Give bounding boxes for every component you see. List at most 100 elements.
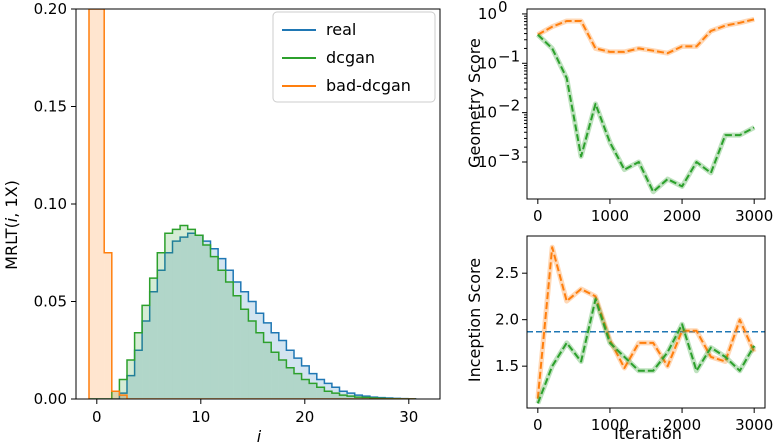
real-bar (134, 350, 143, 399)
series-bad-dcgan (536, 16, 755, 56)
real-bar (202, 241, 211, 399)
series-real (89, 232, 417, 399)
legend-frame (272, 11, 436, 103)
series-bad-dcgan (88, 9, 416, 399)
real-bar (187, 233, 196, 399)
bad-dcgan-band (535, 244, 757, 399)
real-bar (301, 365, 310, 399)
series-dcgan (536, 32, 756, 195)
x-tick-label: 1000 (591, 416, 629, 434)
y-tick-exponent: −1 (498, 47, 520, 65)
x-tick-label: 30 (399, 408, 418, 426)
bad-dcgan-bar (89, 9, 97, 399)
x-tick-label: 0 (92, 408, 102, 426)
dcgan-bar (126, 360, 135, 399)
y-tick-label: 10 (478, 54, 497, 72)
y-tick-label: 0.10 (34, 195, 67, 213)
dcgan-bar (157, 252, 165, 399)
real-bar (256, 313, 264, 399)
dcgan-bar (119, 379, 127, 399)
y-tick-label: 10 (478, 104, 497, 122)
dcgan-bar (293, 373, 302, 399)
bad-dcgan-bar (104, 252, 112, 399)
dcgan-band (535, 296, 757, 405)
series-dcgan (535, 296, 757, 405)
real-bar (142, 321, 150, 399)
dcgan-bar (202, 244, 211, 399)
y-tick-label: 0.00 (34, 390, 67, 408)
dcgan-bar (301, 379, 310, 399)
real-bar (278, 340, 287, 399)
y-tick-label: 10 (478, 5, 497, 23)
real-outline (89, 232, 417, 399)
dcgan-bar (286, 367, 294, 399)
dcgan-bar (248, 321, 257, 399)
histogram-xlabel: i (257, 427, 262, 446)
x-tick-label: 3000 (735, 416, 773, 434)
bad-dcgan-bar (96, 9, 105, 399)
inception-ylabel: Inception Score (465, 258, 484, 382)
geometry-ylabel: Geometry Score (465, 38, 484, 168)
legend: real dcgan bad-dcgan (272, 11, 436, 103)
real-bar (233, 282, 241, 399)
real-bar (180, 237, 188, 399)
dcgan-bar (111, 391, 120, 399)
y-tick-exponent: −2 (498, 97, 520, 115)
dcgan-bar (195, 235, 203, 399)
legend-label-bad-dcgan: bad-dcgan (326, 76, 411, 95)
dcgan-bar (218, 270, 226, 399)
bad-dcgan-bar (111, 391, 120, 399)
plot-frame (526, 8, 766, 200)
real-bar (271, 332, 279, 399)
inception-axes: 0 1000 2000 3000 1.5 2.0 2.5 (495, 235, 773, 434)
real-bar (172, 241, 181, 399)
dcgan-bar (271, 352, 279, 399)
bad-dcgan-outline (88, 9, 416, 399)
real-bar (210, 248, 219, 399)
legend-label-real: real (326, 20, 356, 39)
inception-xlabel: Iteration (614, 424, 682, 443)
real-bar (293, 358, 302, 399)
y-tick-exponent: 0 (498, 0, 508, 16)
real-bar (309, 373, 317, 399)
real-bar (248, 301, 257, 399)
real-bar (240, 291, 249, 399)
dcgan-bar (225, 282, 234, 399)
dcgan-bar (316, 387, 325, 399)
dcgan-bar (354, 397, 363, 399)
x-tick-label: 0 (533, 207, 543, 225)
dcgan-bar (142, 305, 150, 399)
inception-plot (527, 244, 765, 405)
series-dcgan (89, 224, 416, 399)
histogram-chart: 0 10 20 30 0.00 0.05 0.10 0.15 0.20 i MRLT(i, 1X… (2, 0, 441, 446)
dcgan-bar (134, 332, 143, 399)
real-bar (218, 258, 226, 399)
y-tick-label: 2.5 (495, 264, 519, 282)
dcgan-bar (240, 309, 249, 399)
bad-dcgan-line (536, 246, 756, 399)
dcgan-bar (172, 229, 181, 399)
dcgan-bar (164, 233, 173, 399)
dcgan-band (536, 32, 756, 195)
real-bar (316, 379, 325, 399)
inception-score-chart: 0 1000 2000 3000 1.5 2.0 2.5 Inception Score I… (465, 235, 773, 443)
legend-label-dcgan: dcgan (326, 48, 375, 67)
dcgan-outline (89, 224, 416, 399)
series-bad-dcgan (535, 244, 757, 399)
plot-frame (526, 235, 766, 409)
y-tick-label: 0.05 (34, 293, 67, 311)
dcgan-bar (233, 295, 241, 399)
x-tick-label: 10 (191, 408, 210, 426)
dcgan-bar (331, 393, 340, 399)
dcgan-line (536, 298, 756, 404)
dcgan-bar (309, 383, 317, 399)
dcgan-bar (210, 256, 219, 399)
dcgan-bar (263, 342, 272, 399)
real-bar (263, 322, 272, 399)
dcgan-bar (347, 396, 355, 399)
real-bar (286, 350, 294, 399)
histogram-ylabel: MRLT(i, 1X) (2, 180, 21, 270)
y-tick-exponent: −3 (498, 146, 520, 164)
histogram-series-group (88, 9, 417, 399)
